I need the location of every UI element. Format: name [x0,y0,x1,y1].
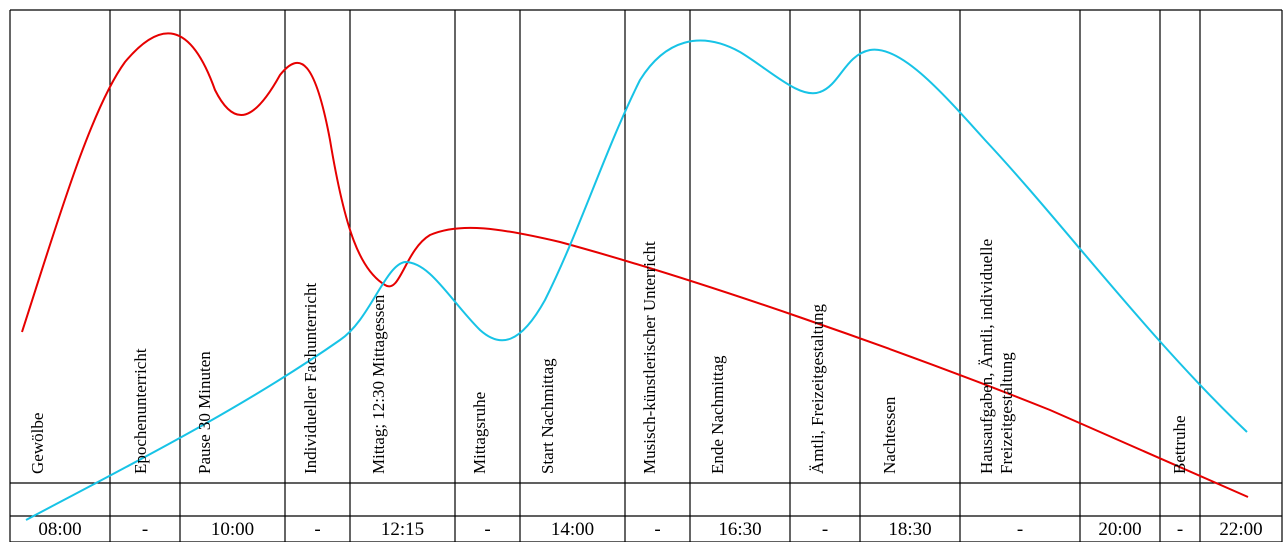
activity-label-aemtli: Ämtli, Freizeitgestaltung [808,304,827,474]
activity-label-gewoelbe: Gewölbe [28,412,47,474]
time-cell: 08:00 [38,519,82,540]
activity-label-nachtessen: Nachtessen [880,396,899,474]
activity-label-epochenunterricht: Epochenunterricht [131,348,150,474]
activity-label-mittagsruhe: Mittagsruhe [470,391,489,474]
time-cell: 12:15 [380,519,425,540]
time-cell: 22:00 [1219,519,1263,540]
activity-label-ende-nachmittag: Ende Nachmittag [708,355,727,475]
red-energy-curve [21,32,1249,498]
activity-label-start-nachmittag: Start Nachmittag [538,358,557,474]
time-cell: 16:30 [718,519,762,540]
activity-label-musisch: Musisch-künstlerischer Unterricht [640,241,659,474]
time-cell: 18:30 [888,519,932,540]
time-cell: 10:00 [210,519,255,540]
time-cell: - [654,519,661,540]
cyan-energy-curve [25,39,1248,521]
activity-label-hausaufgaben: Hausaufgaben, Ämtli, individuelle Freize… [977,238,1016,474]
time-cell: - [1176,519,1184,540]
activity-label-pause: Pause 30 Minuten [195,351,214,474]
time-cell: 14:00 [550,519,595,540]
activity-label-bettruhe: Bettruhe [1170,415,1189,474]
time-cell: - [821,519,829,540]
activity-label-fachunterricht: Individueller Fachunterricht [301,282,320,474]
time-cell: - [314,519,321,540]
time-cell: - [141,519,149,540]
time-cell: - [484,519,491,540]
time-cell: - [1016,519,1024,540]
activity-label-mittag: Mittag; 12:30 Mittagessen [369,294,388,474]
time-cell: 20:00 [1098,519,1142,540]
